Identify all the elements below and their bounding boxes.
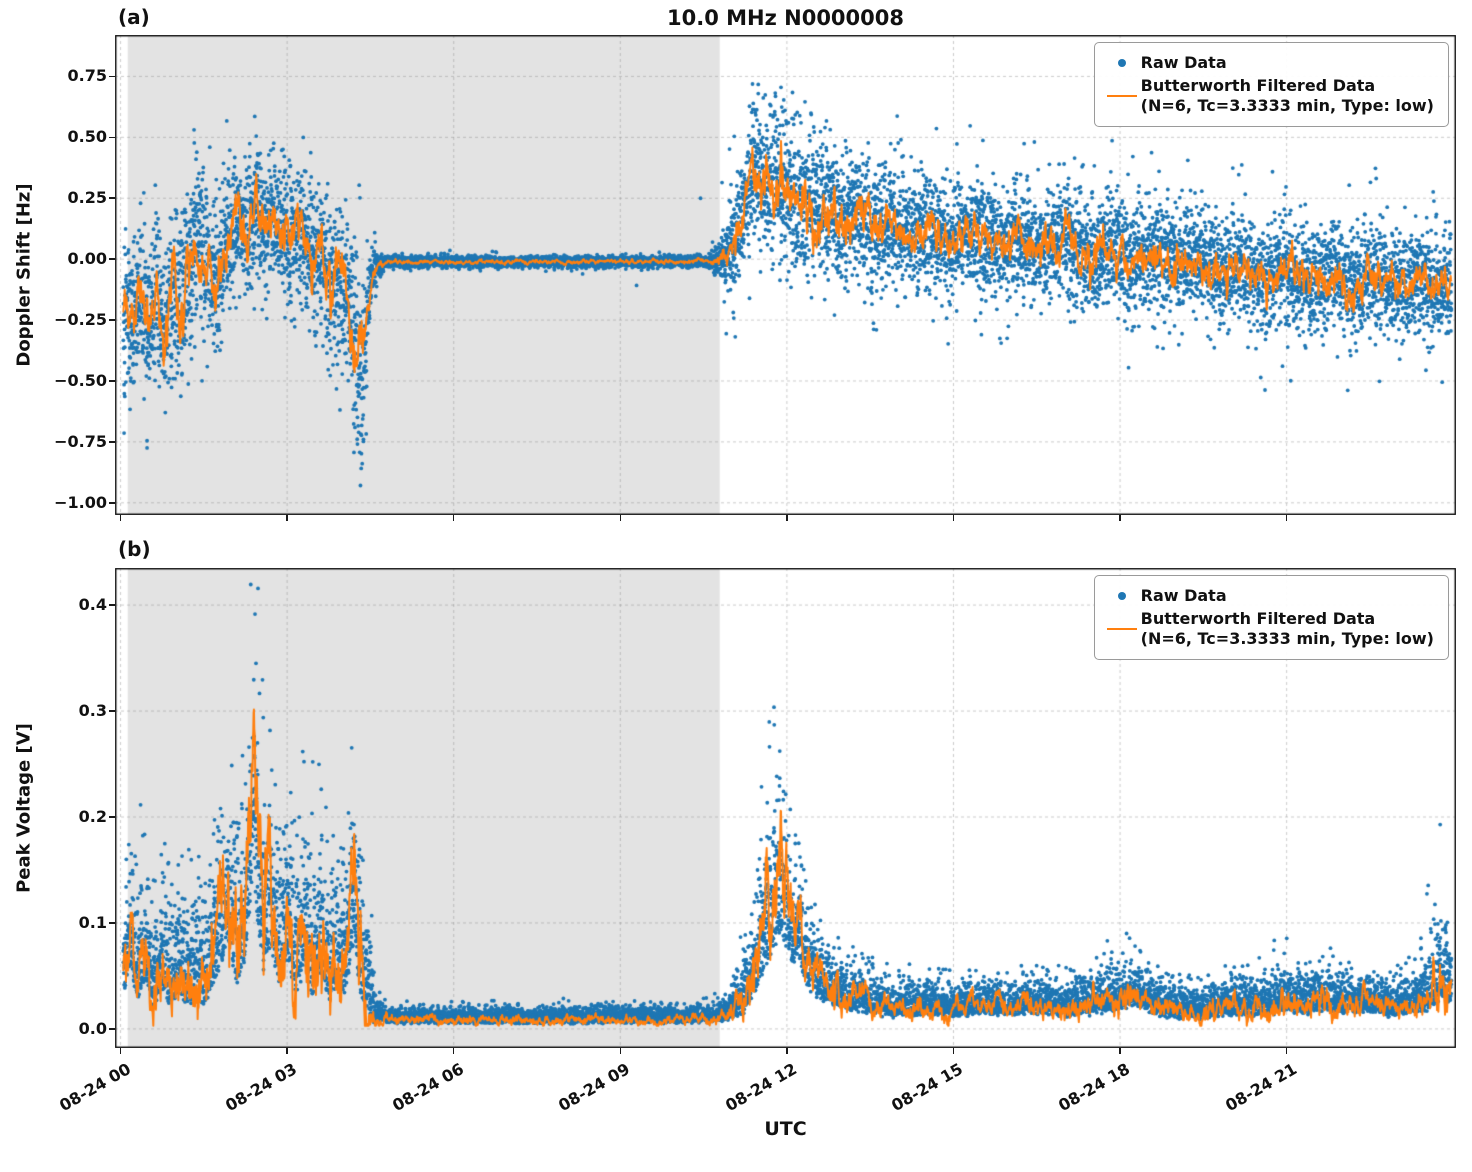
y-tick-mark: [109, 197, 115, 199]
y-tick-label: 0.4: [78, 595, 107, 615]
x-tick-mark: [619, 1048, 622, 1054]
y-axis-label-doppler: Doppler Shift [Hz]: [13, 183, 35, 367]
x-tick-mark: [119, 515, 122, 521]
x-axis-label: UTC: [764, 1118, 807, 1140]
y-tick-label: 0.1: [78, 912, 107, 932]
y-tick-mark: [109, 258, 115, 260]
filtered-line-marker-icon: [1106, 95, 1137, 97]
y-tick-label: 0.2: [78, 807, 107, 826]
legend-filtered-label-line1: Butterworth Filtered Data: [1140, 76, 1376, 95]
raw-data-marker-icon: [1117, 59, 1126, 67]
x-tick-mark: [452, 1048, 455, 1054]
panel-a-plot: Raw Data Butterworth Filtered Data (N=6,…: [115, 35, 1456, 515]
y-tick-label: 0.3: [78, 701, 107, 721]
y-tick-mark: [109, 502, 115, 504]
y-tick-label: 0.00: [67, 249, 107, 269]
x-tick-mark: [1285, 515, 1288, 521]
y-axis-label-voltage: Peak Voltage [V]: [13, 723, 35, 893]
x-tick-mark: [119, 1048, 122, 1054]
y-tick-label: 0.50: [67, 127, 107, 147]
x-tick-mark: [786, 515, 788, 521]
y-tick-label: −0.50: [54, 370, 107, 390]
legend-entry-raw: Raw Data: [1103, 586, 1434, 606]
y-tick-mark: [109, 816, 115, 818]
y-tick-mark: [109, 380, 115, 382]
x-tick-mark: [952, 515, 955, 521]
legend-entry-raw: Raw Data: [1103, 53, 1434, 73]
panel-b-plot: Raw Data Butterworth Filtered Data (N=6,…: [115, 568, 1456, 1048]
y-tick-mark: [109, 1028, 115, 1030]
x-tick-mark: [1119, 515, 1121, 521]
legend-raw-label: Raw Data: [1140, 53, 1227, 72]
legend-entry-filtered: Butterworth Filtered Data (N=6, Tc=3.333…: [1103, 76, 1434, 116]
legend-filtered-label-line1: Butterworth Filtered Data: [1140, 609, 1376, 628]
raw-data-marker-icon: [1117, 592, 1126, 600]
x-tick-mark: [286, 1048, 288, 1054]
x-tick-mark: [286, 515, 288, 521]
y-tick-mark: [109, 922, 115, 924]
x-tick-mark: [1119, 1048, 1121, 1054]
y-tick-mark: [109, 319, 115, 321]
legend-filtered-label-line2: (N=6, Tc=3.3333 min, Type: low): [1140, 629, 1434, 648]
x-tick-mark: [786, 1048, 788, 1054]
x-tick-mark: [952, 1048, 955, 1054]
y-tick-mark: [109, 710, 115, 712]
y-tick-mark: [109, 604, 115, 606]
panel-b-legend: Raw Data Butterworth Filtered Data (N=6,…: [1093, 575, 1449, 660]
panel-a-tag: (a): [118, 5, 150, 29]
x-tick-mark: [619, 515, 622, 521]
panel-a-legend: Raw Data Butterworth Filtered Data (N=6,…: [1093, 42, 1449, 127]
y-tick-label: −1.00: [54, 492, 107, 512]
y-tick-label: 0.25: [67, 188, 107, 208]
y-tick-label: 0.75: [67, 66, 107, 86]
y-tick-mark: [109, 136, 115, 139]
y-tick-label: −0.75: [54, 431, 107, 451]
panel-b-tag: (b): [118, 537, 151, 561]
figure-title: 10.0 MHz N0000008: [667, 6, 904, 30]
legend-raw-label: Raw Data: [1140, 586, 1227, 605]
x-tick-mark: [1285, 1048, 1288, 1054]
y-tick-label: −0.25: [54, 310, 107, 330]
legend-filtered-label-line2: (N=6, Tc=3.3333 min, Type: low): [1140, 96, 1434, 115]
legend-entry-filtered: Butterworth Filtered Data (N=6, Tc=3.333…: [1103, 609, 1434, 649]
y-tick-mark: [109, 75, 115, 78]
y-tick-mark: [109, 441, 115, 443]
y-tick-label: 0.0: [78, 1018, 107, 1038]
filtered-line-marker-icon: [1106, 628, 1137, 630]
x-tick-mark: [452, 515, 455, 521]
